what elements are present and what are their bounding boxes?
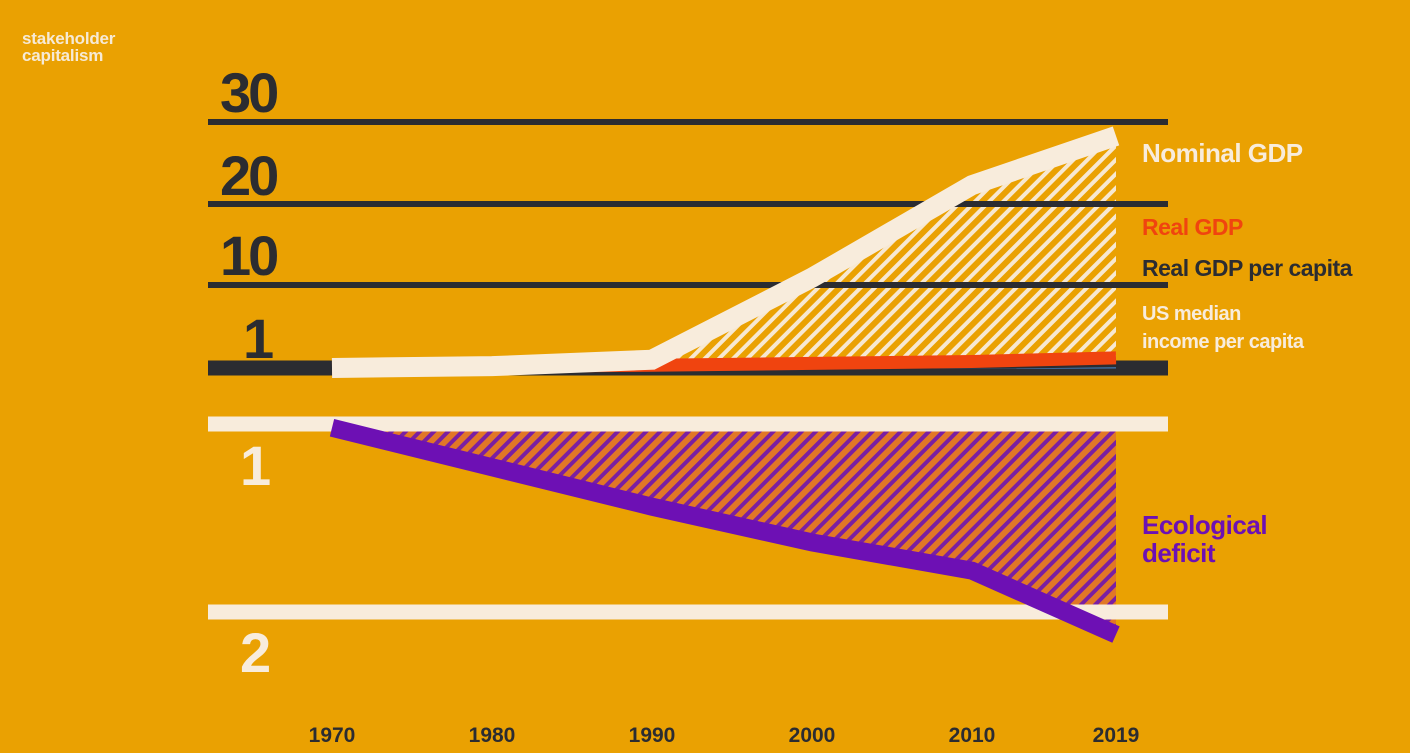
series-line-ecological-deficit [329, 419, 1120, 643]
ecological-deficit-area [332, 424, 1116, 635]
x-tick-label-2000: 2000 [789, 724, 836, 747]
x-tick-label-1990: 1990 [629, 724, 676, 747]
y-tick-label-upper-1: 1 [243, 307, 273, 370]
brand-line-1: stakeholder [22, 29, 116, 48]
y-tick-label-lower-2: 2 [240, 621, 269, 684]
series-layer [329, 126, 1120, 643]
label-ecological-deficit: Ecological deficit [1142, 510, 1267, 568]
x-tick-label-1980: 1980 [469, 724, 516, 747]
label-real-gdp-line-1: Real GDP [1142, 214, 1243, 240]
label-ecological-deficit-line-1: Ecological [1142, 510, 1267, 540]
brand-line-2: capitalism [22, 46, 104, 65]
series-line-nominal-gdp [331, 126, 1120, 378]
label-us-median-income-line-1: US median [1142, 303, 1241, 325]
x-tick-label-2010: 2010 [949, 724, 996, 747]
y-tick-label-upper-30: 30 [220, 61, 277, 124]
label-us-median-income-line-2: income per capita [1142, 331, 1305, 353]
label-real-gdp: Real GDP [1142, 214, 1243, 240]
label-ecological-deficit-line-2: deficit [1142, 538, 1216, 568]
x-tick-label-1970: 1970 [309, 724, 356, 747]
label-nominal-gdp-line-1: Nominal GDP [1142, 138, 1303, 168]
label-real-gdp-per-capita: Real GDP per capita [1142, 255, 1353, 281]
brand-logo-text: stakeholder capitalism [22, 30, 115, 64]
y-tick-label-lower-1: 1 [240, 434, 270, 497]
x-tick-label-2019: 2019 [1093, 724, 1140, 747]
y-tick-label-upper-20: 20 [220, 144, 277, 207]
label-us-median-income: US median income per capita [1142, 303, 1305, 353]
label-real-gdp-per-capita-line-1: Real GDP per capita [1142, 255, 1353, 281]
y-tick-label-upper-10: 10 [220, 224, 277, 287]
label-nominal-gdp: Nominal GDP [1142, 138, 1303, 168]
label-layer: 1 10 20 30 1 2 1970 1980 1990 2000 2010 2019 Nominal… [220, 61, 1353, 747]
nominal-gdp-area [332, 135, 1116, 368]
